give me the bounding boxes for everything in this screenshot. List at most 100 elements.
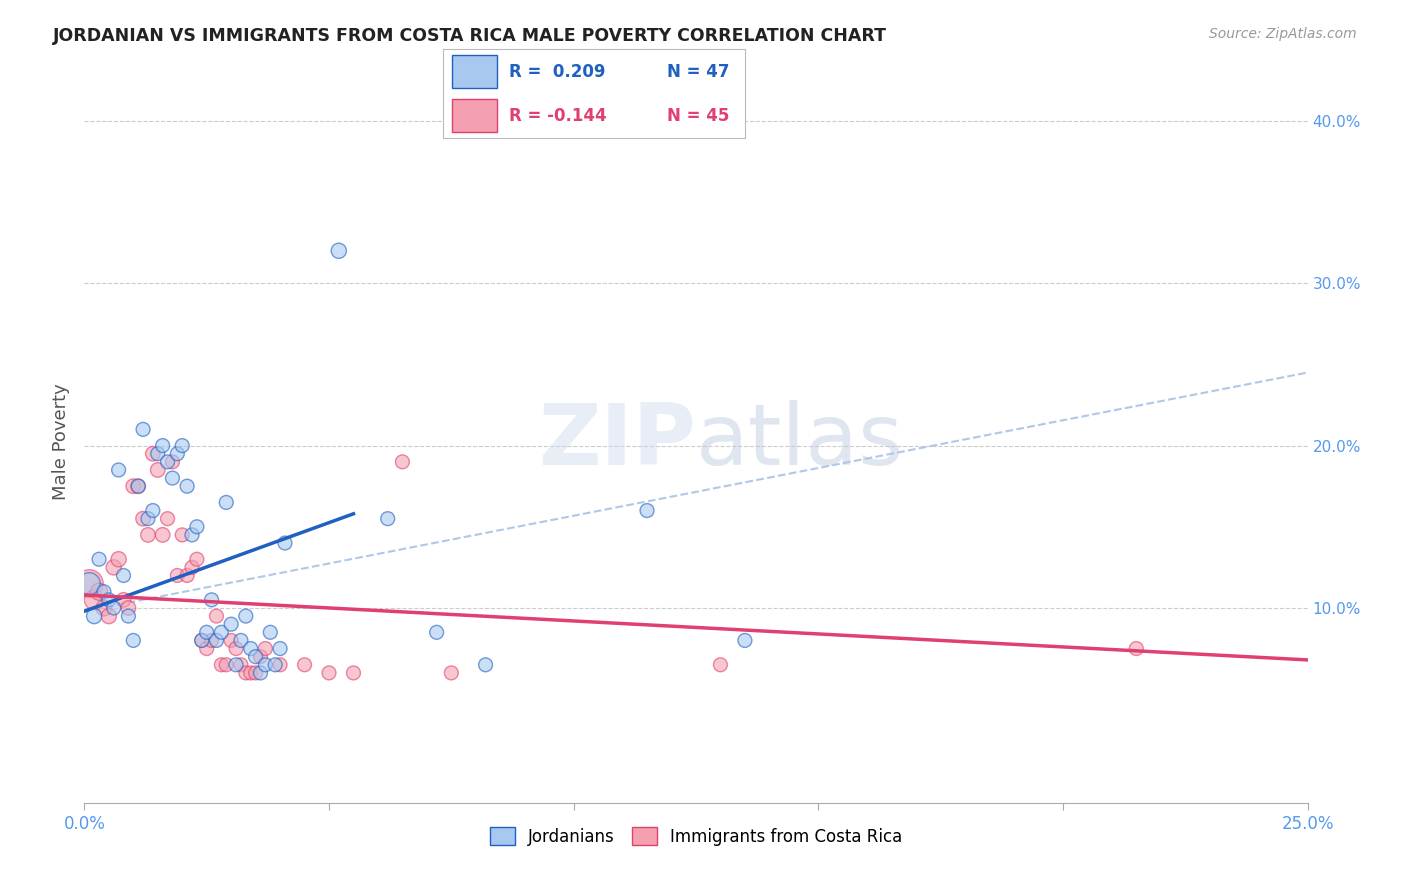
Y-axis label: Male Poverty: Male Poverty <box>52 384 70 500</box>
Text: Source: ZipAtlas.com: Source: ZipAtlas.com <box>1209 27 1357 41</box>
Point <box>107 552 129 566</box>
Point <box>239 665 262 680</box>
Point <box>181 560 204 574</box>
Point <box>107 463 129 477</box>
Point <box>83 609 105 624</box>
Point <box>112 592 135 607</box>
Text: R =  0.209: R = 0.209 <box>509 62 606 81</box>
Text: JORDANIAN VS IMMIGRANTS FROM COSTA RICA MALE POVERTY CORRELATION CHART: JORDANIAN VS IMMIGRANTS FROM COSTA RICA … <box>53 27 887 45</box>
Point <box>132 422 155 436</box>
Point <box>195 625 218 640</box>
Point <box>166 568 188 582</box>
Point <box>127 479 149 493</box>
Point <box>264 657 287 672</box>
Point <box>136 511 159 525</box>
Point <box>249 649 271 664</box>
Point <box>235 609 257 624</box>
Point <box>172 439 194 453</box>
Point <box>136 528 159 542</box>
Point <box>146 447 169 461</box>
Point <box>239 641 262 656</box>
Point <box>103 601 125 615</box>
Point <box>176 479 198 493</box>
Point <box>186 552 208 566</box>
Point <box>254 641 277 656</box>
Point <box>93 601 115 615</box>
Point <box>181 528 204 542</box>
Point <box>215 657 238 672</box>
Point <box>259 625 281 640</box>
Point <box>209 625 232 640</box>
Point <box>117 609 139 624</box>
Point <box>225 641 247 656</box>
Point <box>77 576 100 591</box>
Point <box>254 657 277 672</box>
Point <box>172 528 194 542</box>
Point <box>342 665 364 680</box>
Point <box>152 439 174 453</box>
Point <box>186 520 208 534</box>
Point <box>87 552 110 566</box>
Point <box>636 503 658 517</box>
Point <box>191 633 214 648</box>
Point <box>132 511 155 525</box>
Point <box>709 657 731 672</box>
Point <box>440 665 463 680</box>
Point <box>200 633 222 648</box>
Point <box>215 495 238 509</box>
Point <box>200 592 222 607</box>
Point <box>156 511 179 525</box>
Text: R = -0.144: R = -0.144 <box>509 106 607 125</box>
Point <box>93 584 115 599</box>
Bar <box>451 55 498 88</box>
Point <box>162 455 184 469</box>
Point <box>97 609 120 624</box>
Point <box>191 633 214 648</box>
Point <box>122 633 145 648</box>
Point <box>205 633 228 648</box>
Point <box>269 641 291 656</box>
Point <box>77 576 100 591</box>
Point <box>117 601 139 615</box>
Point <box>229 657 252 672</box>
Point <box>269 657 291 672</box>
Point <box>103 560 125 574</box>
Legend: Jordanians, Immigrants from Costa Rica: Jordanians, Immigrants from Costa Rica <box>484 821 908 852</box>
Text: N = 47: N = 47 <box>666 62 730 81</box>
Point <box>142 447 165 461</box>
Point <box>235 665 257 680</box>
Point <box>146 463 169 477</box>
Point <box>122 479 145 493</box>
Point <box>162 471 184 485</box>
Point <box>209 657 232 672</box>
Point <box>97 592 120 607</box>
Point <box>391 455 413 469</box>
Point <box>274 536 297 550</box>
Point <box>734 633 756 648</box>
Point <box>112 568 135 582</box>
Point <box>219 617 242 632</box>
Point <box>229 633 252 648</box>
Point <box>377 511 399 525</box>
Point <box>166 447 188 461</box>
Point <box>245 665 267 680</box>
Point <box>142 503 165 517</box>
Point <box>83 592 105 607</box>
Point <box>294 657 316 672</box>
Point <box>225 657 247 672</box>
Point <box>205 609 228 624</box>
Point <box>176 568 198 582</box>
Point <box>219 633 242 648</box>
Point <box>87 584 110 599</box>
Point <box>245 649 267 664</box>
Point <box>318 665 340 680</box>
Text: ZIP: ZIP <box>538 400 696 483</box>
Text: N = 45: N = 45 <box>666 106 728 125</box>
Point <box>1125 641 1147 656</box>
Point <box>152 528 174 542</box>
Point <box>328 244 350 258</box>
Point <box>474 657 496 672</box>
Point <box>249 665 271 680</box>
Point <box>127 479 149 493</box>
Point <box>426 625 449 640</box>
